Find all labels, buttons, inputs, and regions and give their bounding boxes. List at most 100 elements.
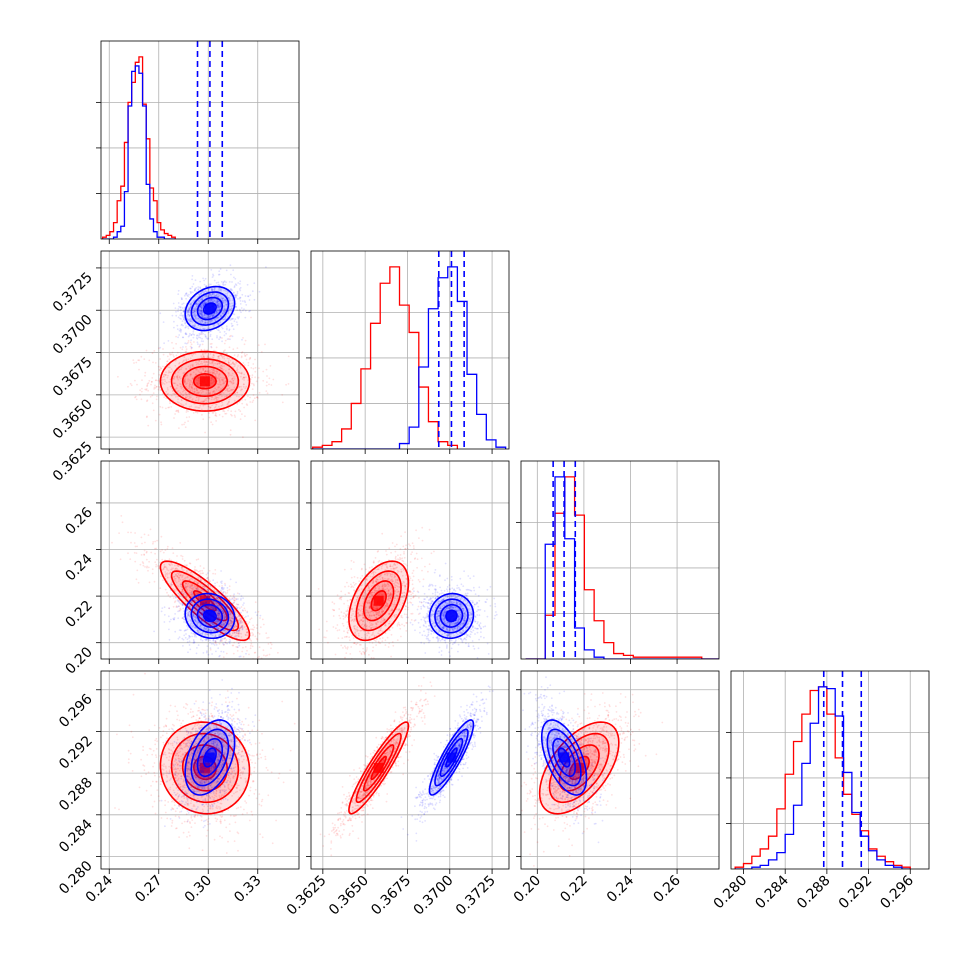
sample-point: [212, 364, 215, 367]
sample-point: [210, 288, 213, 291]
sample-point: [190, 304, 192, 306]
sample-point: [211, 361, 214, 364]
sample-point: [192, 299, 195, 302]
sample-point: [235, 637, 238, 640]
sample-point: [189, 305, 192, 308]
sample-point: [195, 305, 198, 308]
sample-point: [177, 605, 180, 608]
sample-point: [177, 384, 179, 387]
sample-point: [172, 354, 175, 356]
sample-point: [201, 310, 203, 313]
sample-point: [219, 654, 221, 657]
sample-point: [200, 314, 203, 317]
sample-point: [199, 309, 202, 311]
sample-point: [209, 330, 212, 333]
sample-point: [216, 363, 219, 366]
sample-point: [193, 315, 196, 318]
sample-point: [189, 341, 192, 344]
sample-point: [193, 313, 196, 316]
sample-point: [216, 304, 219, 306]
sample-point: [194, 325, 197, 327]
sample-point: [227, 385, 229, 387]
sample-point: [159, 312, 162, 315]
sample-point: [222, 283, 224, 286]
sample-point: [209, 647, 212, 650]
sample-point: [169, 596, 172, 598]
sample-point: [219, 320, 222, 323]
sample-point: [205, 608, 207, 611]
sample-point: [196, 305, 199, 308]
sample-point: [216, 372, 218, 375]
sample-point: [216, 304, 219, 307]
sample-point: [178, 636, 181, 639]
sample-point: [241, 413, 243, 415]
sample-point: [197, 303, 199, 306]
sample-point: [127, 385, 129, 388]
sample-point: [178, 383, 181, 385]
sample-point: [262, 379, 265, 382]
sample-point: [185, 587, 187, 590]
sample-point: [195, 302, 198, 305]
sample-point: [189, 364, 192, 367]
sample-point: [216, 377, 219, 380]
sample-point: [243, 379, 246, 381]
sample-point: [209, 316, 212, 319]
sample-point: [156, 395, 158, 398]
sample-point: [201, 313, 203, 315]
sample-point: [230, 388, 232, 391]
sample-point: [235, 646, 238, 648]
sample-point: [209, 406, 212, 409]
sample-point: [256, 614, 258, 617]
sample-point: [200, 310, 203, 312]
sample-point: [232, 361, 235, 364]
sample-point: [212, 579, 215, 582]
sample-point: [218, 394, 221, 397]
sample-point: [185, 396, 187, 399]
sample-point: [249, 396, 252, 399]
sample-point: [201, 367, 204, 370]
sample-point: [207, 337, 210, 340]
sample-point: [195, 314, 198, 316]
sample-point: [169, 589, 172, 591]
sample-point: [220, 367, 223, 369]
sample-point: [230, 322, 233, 325]
sample-point: [132, 359, 135, 361]
sample-point: [201, 639, 204, 642]
sample-point: [202, 400, 205, 403]
sample-point: [272, 661, 274, 663]
sample-point: [206, 572, 209, 574]
sample-point: [212, 572, 215, 575]
sample-point: [194, 288, 197, 291]
sample-point: [211, 360, 214, 362]
sample-point: [214, 301, 217, 303]
sample-point: [182, 595, 185, 597]
sample-point: [209, 320, 211, 323]
sample-point: [202, 355, 205, 357]
sample-point: [222, 318, 225, 321]
sample-point: [217, 306, 220, 308]
sample-point: [218, 642, 221, 645]
sample-point: [214, 582, 217, 585]
sample-point: [185, 292, 188, 295]
sample-point: [226, 642, 229, 645]
sample-point: [202, 352, 204, 355]
sample-point: [166, 360, 169, 362]
sample-point: [236, 621, 239, 624]
sample-point: [185, 348, 188, 350]
sample-point: [188, 589, 191, 592]
sample-point: [267, 636, 270, 639]
sample-point: [225, 303, 228, 306]
sample-point: [174, 307, 177, 309]
sample-point: [200, 356, 203, 359]
sample-point: [208, 569, 211, 572]
sample-point: [169, 353, 172, 356]
sample-point: [161, 549, 164, 551]
sample-point: [192, 642, 195, 644]
sample-point: [197, 377, 200, 380]
sample-point: [240, 356, 243, 359]
sample-point: [251, 632, 254, 634]
sample-point: [188, 405, 191, 408]
sample-point: [230, 318, 233, 320]
sample-point: [255, 380, 258, 383]
sample-point: [201, 320, 204, 323]
